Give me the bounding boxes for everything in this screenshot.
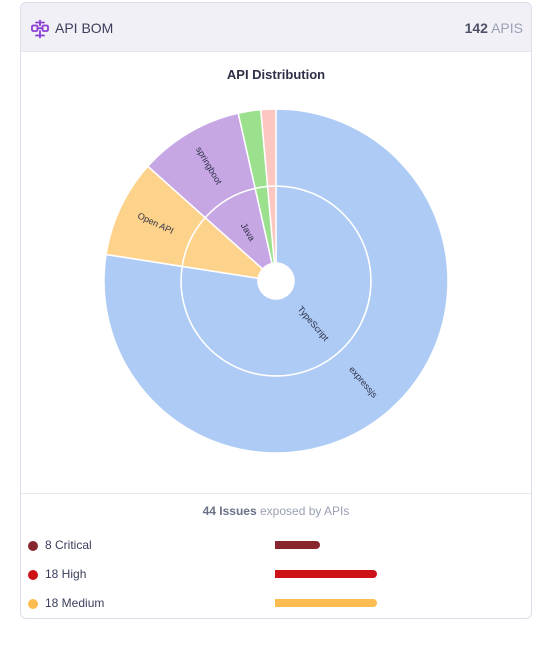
issues-summary-text: exposed by APIs [260, 504, 350, 518]
issue-bar [275, 570, 377, 578]
api-count-value: 142 [464, 20, 488, 36]
outer-ring-segment[interactable] [259, 108, 277, 188]
card-title: API BOM [55, 20, 114, 36]
api-distribution-chart: API Distribution TypeScript Java expressjs… [21, 53, 531, 493]
chart-title: API Distribution [226, 67, 326, 82]
issue-label: 8 Critical [45, 538, 92, 552]
api-count: 142 APIS [465, 20, 523, 36]
severity-dot [28, 599, 38, 609]
issues-summary: 44 Issues exposed by APIs [21, 504, 531, 518]
severity-dot [28, 541, 38, 551]
outer-ring-segment[interactable] [103, 108, 449, 454]
severity-dot [28, 570, 38, 580]
issues-count: 44 [202, 504, 216, 518]
issue-row[interactable]: 8 Critical [21, 537, 531, 555]
divider [21, 493, 531, 494]
issue-bar [275, 599, 377, 607]
issue-label: 18 High [45, 567, 87, 581]
issue-label: 18 Medium [45, 596, 105, 610]
api-count-suffix: APIS [491, 20, 523, 36]
card-header: API BOM 142 APIS [21, 3, 531, 52]
api-network-icon [30, 19, 50, 39]
issue-row[interactable]: 18 Medium [21, 595, 531, 613]
issues-count-suffix: Issues [219, 504, 257, 518]
issue-bar [275, 541, 320, 549]
issue-row[interactable]: 18 High [21, 566, 531, 584]
api-bom-card: API BOM 142 APIS API Distribution TypeSc… [20, 2, 532, 619]
